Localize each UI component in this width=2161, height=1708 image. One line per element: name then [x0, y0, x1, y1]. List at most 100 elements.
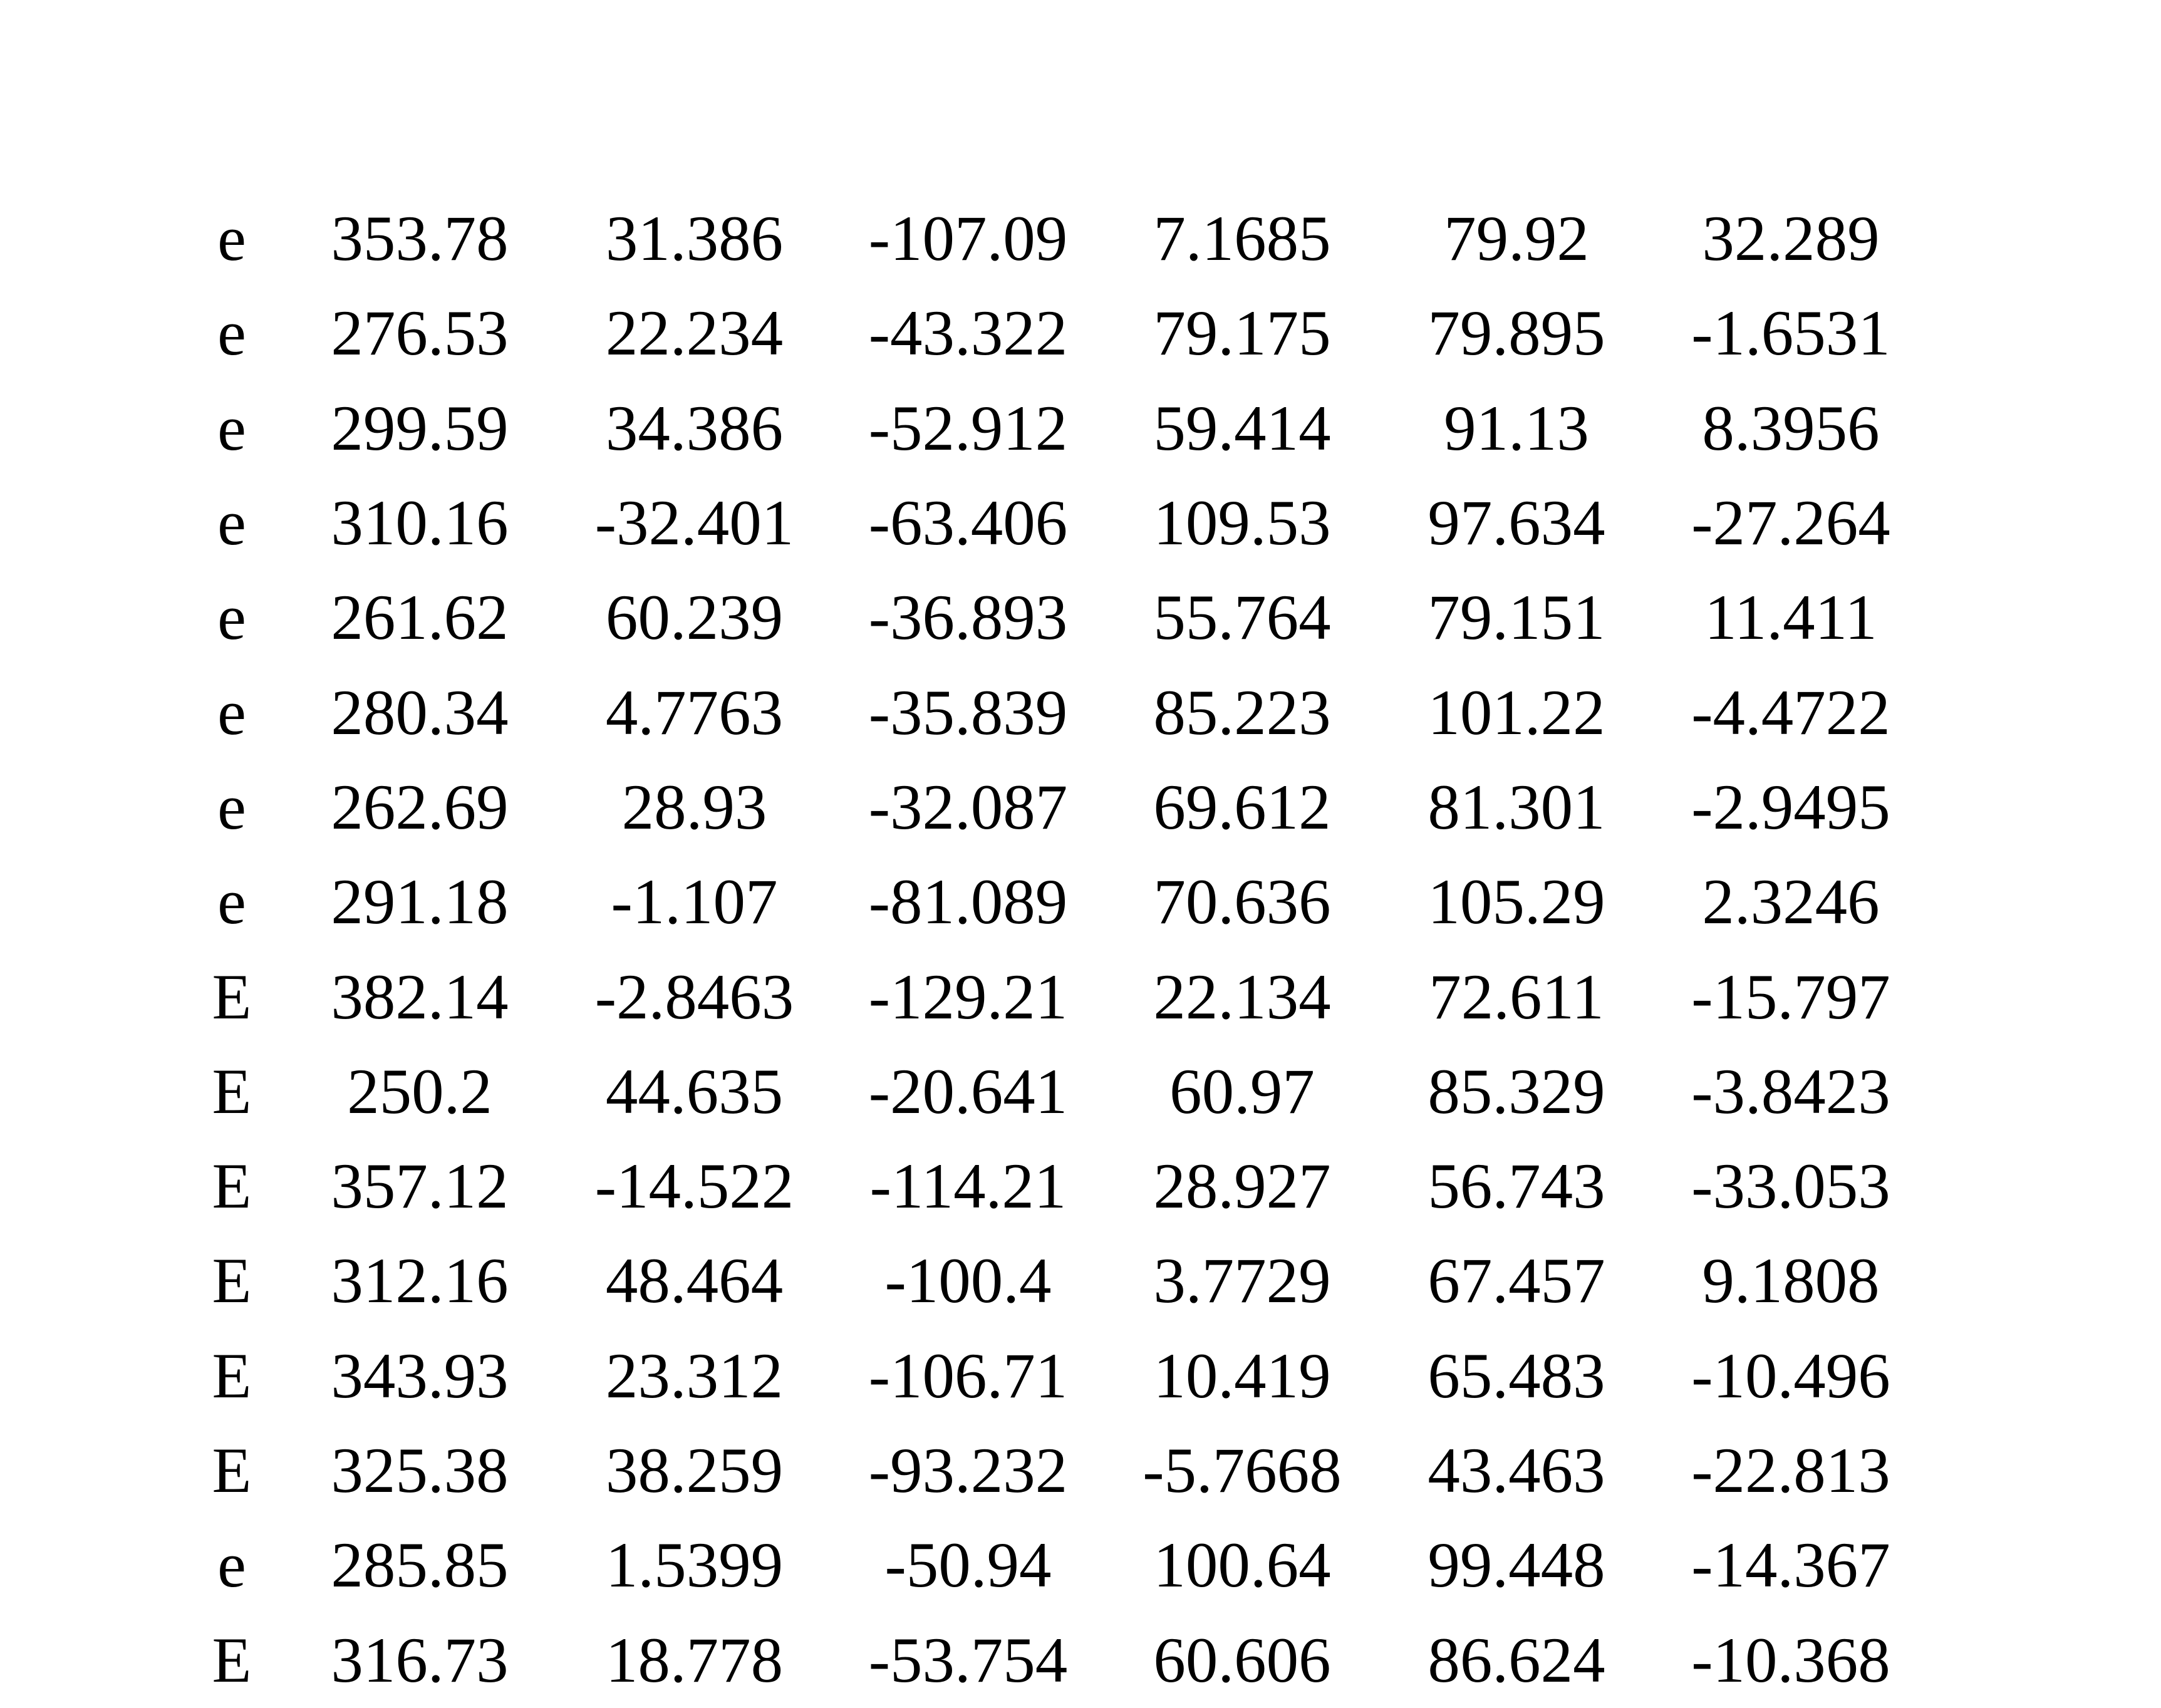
table-row: e 353.78 31.386 -107.09 7.1685 79.92 32.…	[182, 192, 1928, 286]
cell: -1.107	[611, 866, 778, 938]
data-table: e 353.78 31.386 -107.09 7.1685 79.92 32.…	[182, 192, 1928, 1708]
cell: -43.322	[868, 298, 1068, 370]
cell: 60.239	[605, 582, 784, 654]
cell: 85.223	[1153, 676, 1331, 748]
cell: 86.624	[1428, 1624, 1605, 1696]
row-label: E	[212, 1245, 252, 1317]
table-row: e 285.85 1.5399 -50.94 100.64 99.448 -14…	[182, 1518, 1928, 1613]
cell: 4.7763	[605, 676, 784, 748]
cell: 101.22	[1428, 676, 1605, 748]
table-body: e 353.78 31.386 -107.09 7.1685 79.92 32.…	[182, 192, 1928, 1708]
table-row: E 312.16 48.464 -100.4 3.7729 67.457 9.1…	[182, 1234, 1928, 1328]
cell: 23.312	[605, 1340, 784, 1412]
cell: -36.893	[868, 582, 1068, 654]
cell: 325.38	[331, 1435, 509, 1506]
cell: -3.8423	[1691, 1055, 1890, 1127]
cell: 28.927	[1153, 1151, 1331, 1223]
row-label: E	[212, 1055, 252, 1127]
row-label: e	[217, 487, 246, 559]
cell: 48.464	[605, 1245, 784, 1317]
row-label: E	[212, 961, 252, 1033]
cell: -10.368	[1691, 1624, 1890, 1696]
row-label: E	[212, 1435, 252, 1506]
row-label: E	[212, 1151, 252, 1223]
cell: -93.232	[868, 1435, 1068, 1506]
cell: 38.259	[605, 1435, 784, 1506]
cell: 353.78	[331, 203, 509, 275]
cell: -27.264	[1691, 487, 1890, 559]
cell: 59.414	[1153, 392, 1331, 464]
cell: -5.7668	[1143, 1435, 1342, 1506]
cell: -107.09	[868, 203, 1068, 275]
cell: 81.301	[1428, 771, 1605, 843]
cell: -1.6531	[1691, 298, 1890, 370]
row-label: e	[217, 866, 246, 938]
cell: 79.151	[1428, 582, 1605, 654]
cell: 70.636	[1153, 866, 1331, 938]
cell: 316.73	[331, 1624, 509, 1696]
cell: 22.234	[605, 298, 784, 370]
cell: 261.62	[331, 582, 509, 654]
cell: 357.12	[331, 1151, 509, 1223]
cell: -52.912	[868, 392, 1068, 464]
cell: 2.3246	[1702, 866, 1880, 938]
cell: 312.16	[331, 1245, 509, 1317]
cell: 382.14	[331, 961, 509, 1033]
row-label: e	[217, 771, 246, 843]
cell: 285.85	[331, 1529, 509, 1602]
cell: -32.087	[868, 771, 1068, 843]
cell: 91.13	[1444, 392, 1589, 464]
table-row: E 343.93 23.312 -106.71 10.419 65.483 -1…	[182, 1329, 1928, 1424]
cell: 85.329	[1428, 1055, 1605, 1127]
cell: 79.92	[1444, 203, 1589, 275]
cell: -2.9495	[1691, 771, 1890, 843]
cell: 276.53	[331, 298, 509, 370]
cell: 291.18	[331, 866, 509, 938]
table-row: E 250.2 44.635 -20.641 60.97 85.329 -3.8…	[182, 1045, 1928, 1139]
cell: 34.386	[605, 392, 784, 464]
cell: 3.7729	[1153, 1245, 1331, 1317]
table-row: e 262.69 28.93 -32.087 69.612 81.301 -2.…	[182, 760, 1928, 855]
cell: 97.634	[1428, 487, 1605, 559]
cell: 310.16	[331, 487, 509, 559]
table-row: E 325.38 38.259 -93.232 -5.7668 43.463 -…	[182, 1424, 1928, 1518]
cell: 11.411	[1704, 582, 1877, 654]
cell: -114.21	[869, 1151, 1067, 1223]
row-label: e	[217, 298, 246, 370]
row-label: E	[212, 1340, 252, 1412]
cell: 10.419	[1153, 1340, 1331, 1412]
cell: 67.457	[1428, 1245, 1605, 1317]
cell: -129.21	[868, 961, 1068, 1033]
cell: -106.71	[868, 1340, 1068, 1412]
cell: 60.97	[1169, 1055, 1315, 1127]
cell: 43.463	[1428, 1435, 1605, 1506]
cell: 56.743	[1428, 1151, 1605, 1223]
cell: 9.1808	[1702, 1245, 1880, 1317]
cell: -10.496	[1691, 1340, 1890, 1412]
table-row: e 299.59 34.386 -52.912 59.414 91.13 8.3…	[182, 381, 1928, 476]
table-row: e 261.62 60.239 -36.893 55.764 79.151 11…	[182, 571, 1928, 665]
cell: 18.778	[605, 1624, 784, 1696]
cell: -15.797	[1691, 961, 1890, 1033]
cell: 31.386	[605, 203, 784, 275]
cell: 72.611	[1429, 961, 1604, 1033]
cell: 99.448	[1428, 1529, 1605, 1602]
cell: -14.367	[1691, 1529, 1890, 1602]
cell: -20.641	[868, 1055, 1068, 1127]
table-row: E 316.73 18.778 -53.754 60.606 86.624 -1…	[182, 1613, 1928, 1707]
row-label: e	[217, 1529, 246, 1602]
cell: 109.53	[1153, 487, 1331, 559]
cell: 299.59	[331, 392, 509, 464]
cell: -35.839	[868, 676, 1068, 748]
table-row: e 310.16 -32.401 -63.406 109.53 97.634 -…	[182, 476, 1928, 571]
cell: -32.401	[594, 487, 794, 559]
table-row: e 291.18 -1.107 -81.089 70.636 105.29 2.…	[182, 855, 1928, 950]
row-label: E	[212, 1624, 252, 1696]
cell: -81.089	[868, 866, 1068, 938]
cell: -14.522	[594, 1151, 794, 1223]
cell: 60.606	[1153, 1624, 1331, 1696]
cell: 28.93	[621, 771, 767, 843]
cell: 7.1685	[1153, 203, 1331, 275]
row-label: e	[217, 676, 246, 748]
table-row: E 382.14 -2.8463 -129.21 22.134 72.611 -…	[182, 950, 1928, 1044]
